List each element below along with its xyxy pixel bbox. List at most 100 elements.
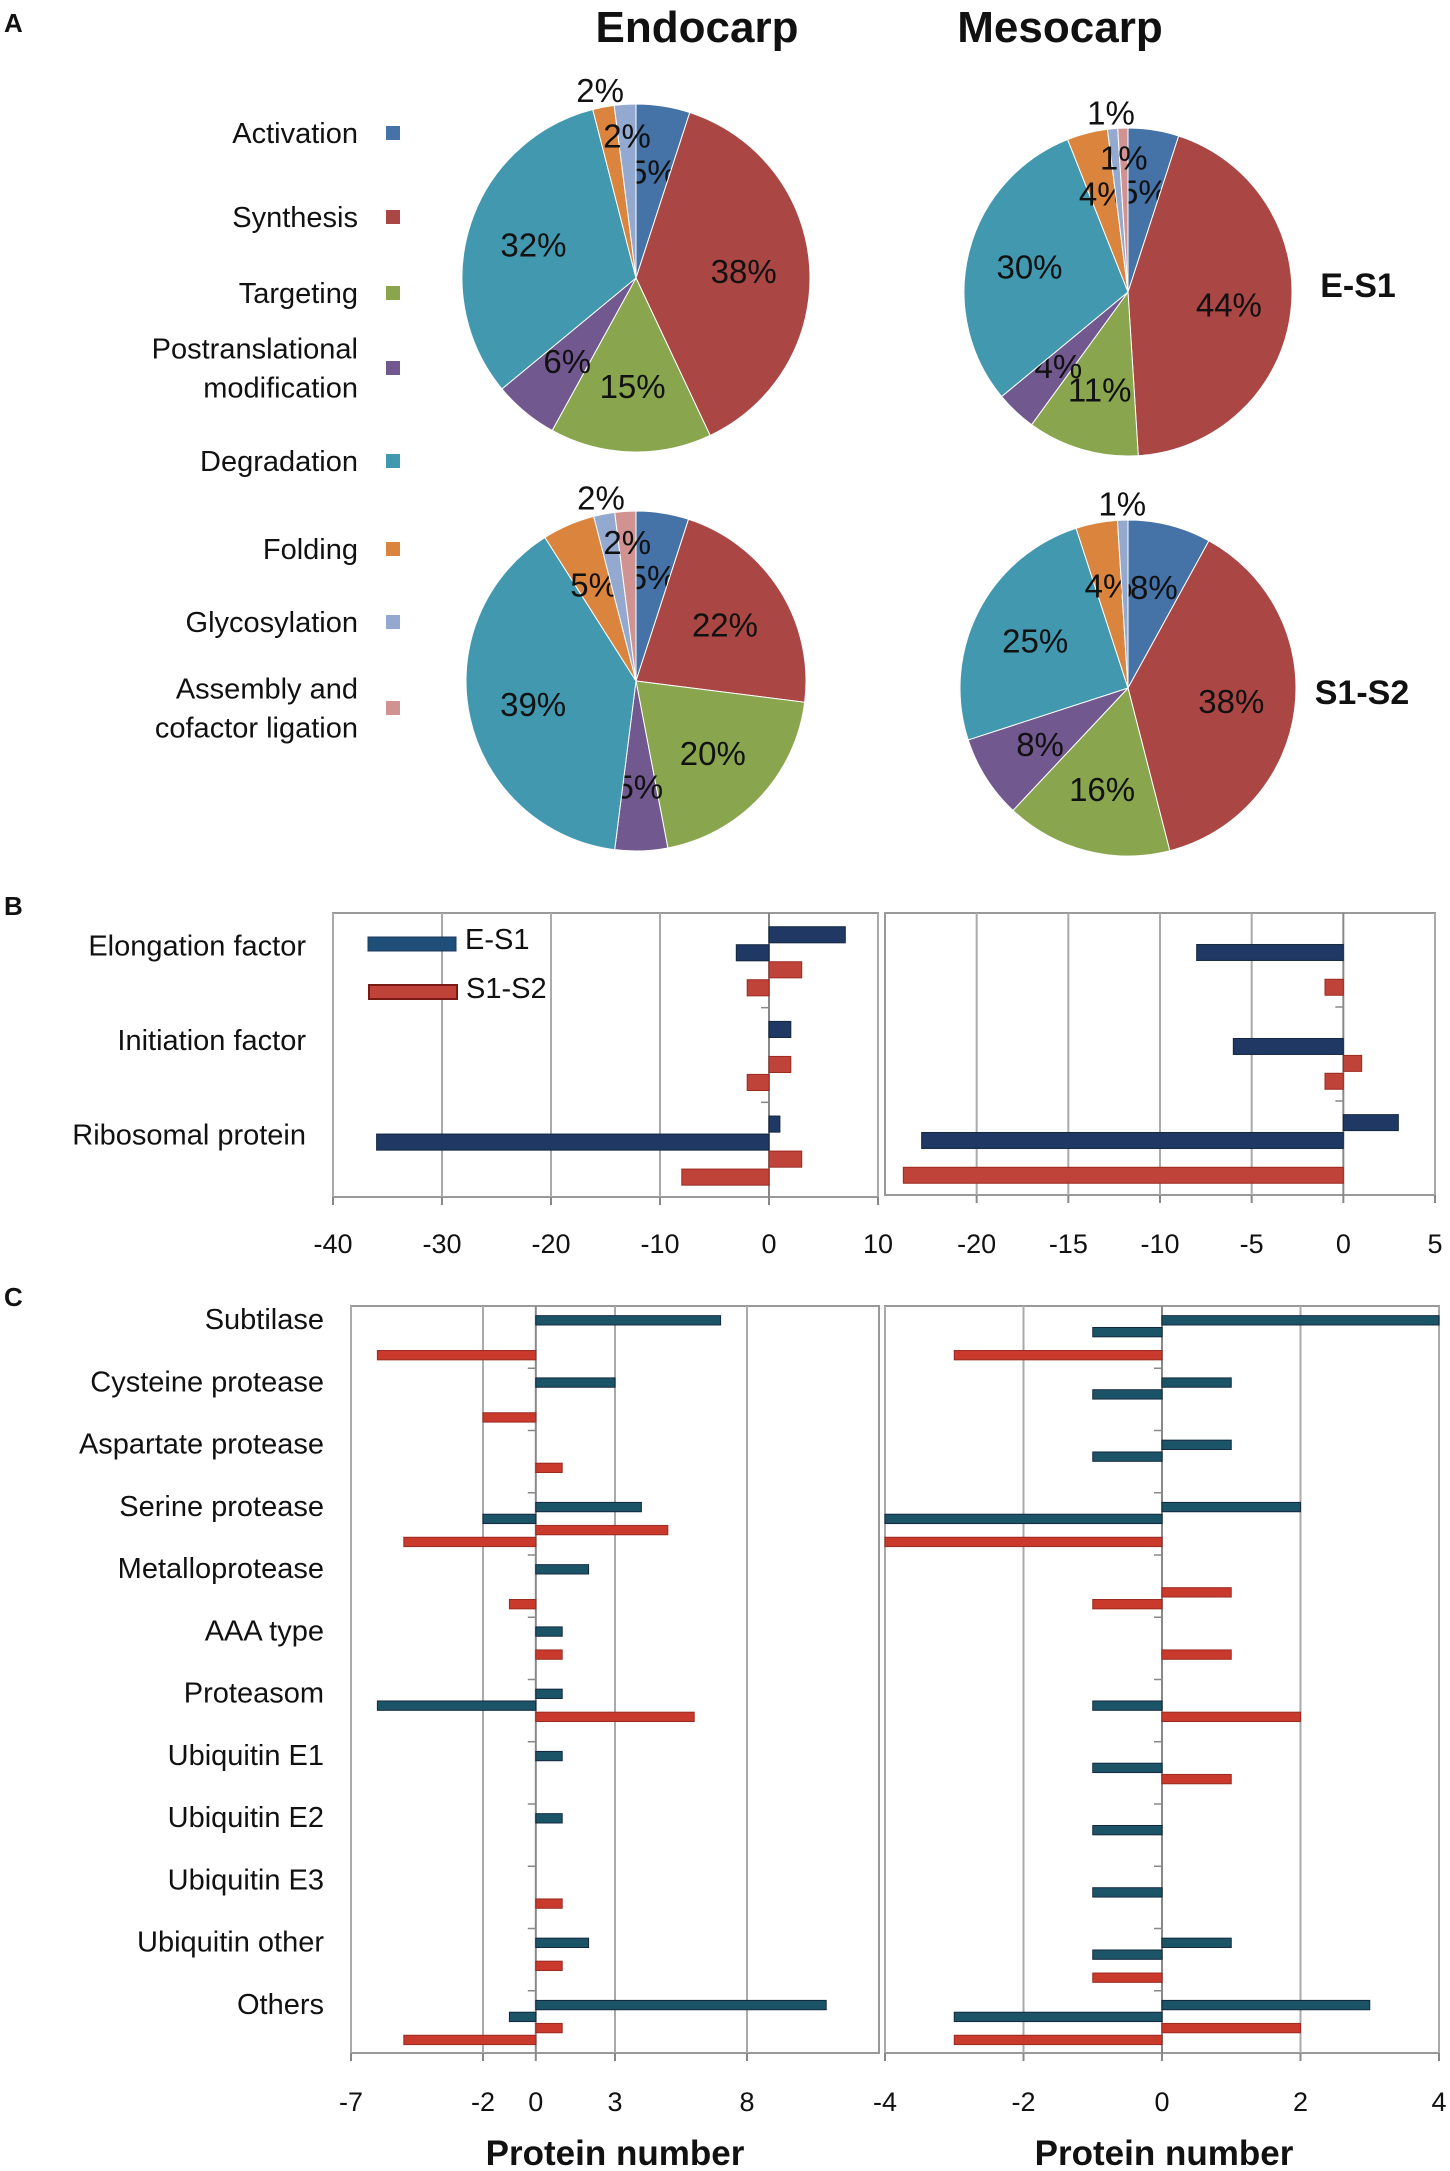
pie-slice-label: 2% [603,118,651,155]
category-label: Ubiquitin E3 [168,1864,324,1896]
bar-chart: -4 -2 0 2 4 [873,1305,1447,2117]
panel-c-label: C [4,1282,23,1312]
pie-slice-label: 25% [1002,623,1068,660]
bar-e-s1-up [1161,1501,1301,1513]
pie-slice-label: 2% [577,479,625,516]
bar-s1-s2-up [768,1055,792,1074]
pie-legend: Activation Synthesis Targeting Postranslati… [152,118,400,745]
category-label: Serine protease [119,1491,324,1523]
bar-s1-s2-down [482,1412,537,1423]
pie-slice [959,527,1129,741]
tick-label: -4 [873,2087,897,2117]
legend-swatch [386,361,400,375]
bar-e-s1-up [535,1501,642,1513]
tick-label: -2 [471,2087,495,2117]
pie-slice-label: 1% [1098,485,1146,522]
x-axis-label-right: Protein number [1035,2134,1294,2171]
bar-s1-s2-down [403,1536,537,1548]
pie-slice [551,276,711,453]
category-label: Elongation factor [88,930,306,962]
pie-slice [613,103,637,279]
pie-slice-label: 1% [1100,140,1148,177]
tick-label: -30 [422,1229,461,1259]
bar-s1-s2-up [1161,1773,1232,1785]
pie-slice [1127,135,1293,457]
category-label: Aspartate protease [79,1429,324,1461]
category-label: Ubiquitin E1 [168,1740,324,1772]
legend-swatch-e-s1 [367,936,457,952]
bar-e-s1-down [1092,1326,1163,1338]
pie-slice-label: 39% [500,686,566,723]
bar-e-s1-up [535,1688,563,1699]
bar-s1-s2-up [535,1524,669,1536]
panel-b-label: B [4,891,23,921]
legend-label: modification [203,373,358,405]
category-label: Metalloprotease [118,1553,324,1585]
tick-label: -5 [1240,1229,1264,1259]
bar-s1-s2-down [746,1073,770,1091]
bar-e-s1-up [1161,1999,1371,2011]
bar-s1-s2-up [535,1649,563,1660]
bar-s1-s2-down [1092,1972,1163,1983]
tick-label: 0 [1336,1229,1351,1259]
legend-label: Postranslational [152,334,358,366]
pie-slice [963,138,1129,398]
bar-e-s1-down [1092,1389,1163,1400]
legend-swatch [386,286,400,300]
legend-label: Glycosylation [186,607,358,639]
pie-slice [1127,540,1297,852]
bar-e-s1-down [482,1513,537,1525]
bar-s1-s2-down [1324,978,1344,996]
pie-slice-label: 38% [711,253,777,290]
bar-s1-s2-up [1342,1054,1363,1072]
column-title-mesocarp: Mesocarp [957,3,1162,52]
panel-a-label: A [4,8,23,38]
pie-slice-label: 8% [1130,569,1178,606]
bar-s1-s2-up [1161,2022,1301,2034]
bar-chart: -7 -2 0 3 8 Subtilase Cysteine protease Asparta… [79,1304,880,2117]
pie-slice [465,536,637,851]
bar-s1-s2-up [768,1150,803,1168]
legend-swatch [386,210,400,224]
bar-e-s1-up [535,1377,616,1388]
bar-chart: -40 -30 -20 -10 0 10 Elongation factor Initiati… [72,912,893,1259]
category-label: Subtilase [205,1304,324,1336]
bar-e-s1-up [535,1813,563,1824]
bar-e-s1-up [1342,1114,1399,1132]
legend-swatch [386,126,400,140]
pie-slice-label: 20% [680,735,746,772]
bar-e-s1-up [535,1999,827,2011]
pie-slice [1117,127,1129,293]
pie-slice [1030,290,1139,457]
bar-s1-s2-down [884,1536,1163,1548]
row-label-e-s1: E-S1 [1320,267,1396,305]
tick-label: -15 [1049,1229,1088,1259]
bar-s1-s2-down [376,1350,537,1361]
bar-e-s1-down [1092,1700,1163,1711]
bar-s1-s2-up [535,1960,563,1972]
bar-s1-s2-down [1092,1599,1163,1610]
pie-slice-label: 11% [1068,372,1132,409]
bar-s1-s2-up [1161,1587,1232,1598]
pie-chart: 5%22%20%5%39%5%2%2% [465,479,807,852]
pie-slice [635,518,807,703]
pie-slice-label: 8% [1016,726,1064,763]
pie-slice-label: 15% [600,368,666,405]
bar-e-s1-down [1092,1824,1163,1836]
bar-e-s1-down [884,1513,1163,1525]
pie-chart: 5%38%15%6%32%2%2% [461,72,811,453]
bar-e-s1-up [535,1937,590,1948]
category-label: Cysteine protease [90,1366,324,1398]
bar-e-s1-up [1161,1439,1232,1450]
legend-swatch [386,615,400,629]
category-label: Others [237,1989,324,2021]
bar-s1-s2-up [1161,1711,1301,1723]
bar-s1-s2-up [535,1462,563,1474]
legend-label: Activation [232,118,358,150]
pie-slice-label: 6% [543,343,591,380]
legend-label: Degradation [200,446,358,478]
legend-swatch-s1-s2 [368,984,458,1000]
x-axis-label-left: Protein number [486,2134,745,2171]
bar-s1-s2-up [535,2022,563,2034]
